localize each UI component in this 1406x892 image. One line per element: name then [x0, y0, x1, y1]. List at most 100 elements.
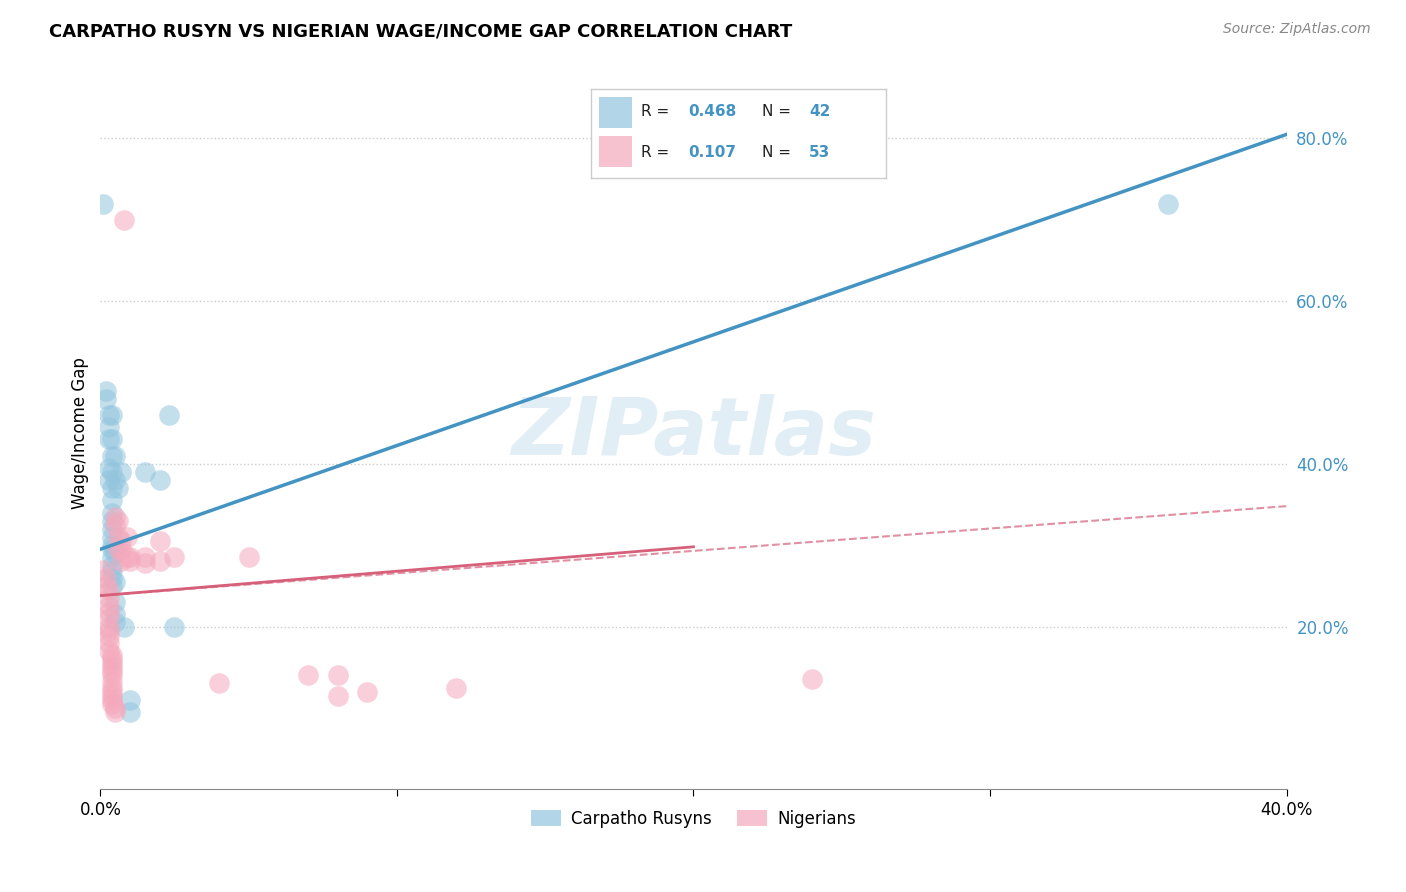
Point: [98, 605, 121, 619]
Point: [110, 542, 132, 557]
Point: [101, 660, 124, 674]
Point: [101, 648, 124, 662]
Point: [101, 652, 124, 666]
Point: [96, 579, 118, 593]
Point: [98, 611, 121, 625]
Point: [107, 481, 129, 495]
Point: [101, 433, 124, 447]
Point: [104, 607, 127, 622]
Point: [101, 665, 124, 679]
Point: [104, 595, 127, 609]
Point: [101, 571, 124, 585]
Point: [101, 514, 124, 528]
Point: [101, 579, 124, 593]
Point: [101, 564, 124, 578]
Text: N =: N =: [762, 104, 796, 120]
Point: [98, 420, 121, 434]
Point: [101, 408, 124, 422]
Point: [104, 546, 127, 560]
Point: [134, 550, 156, 565]
Point: [1157, 196, 1180, 211]
Point: [98, 629, 121, 643]
Point: [101, 542, 124, 557]
Bar: [599, 97, 631, 128]
Point: [98, 624, 121, 638]
Point: [118, 692, 141, 706]
Point: [96, 392, 118, 406]
Point: [101, 538, 124, 552]
Point: [98, 591, 121, 605]
Point: [104, 705, 127, 719]
Point: [101, 656, 124, 670]
Point: [98, 599, 121, 614]
Text: R =: R =: [641, 104, 673, 120]
Point: [91, 563, 114, 577]
Point: [112, 212, 135, 227]
Point: [101, 481, 124, 495]
Point: [101, 465, 124, 479]
Point: [149, 554, 172, 568]
Point: [208, 676, 231, 690]
Point: [149, 473, 172, 487]
Point: [238, 550, 260, 565]
Point: [101, 530, 124, 544]
Point: [101, 550, 124, 565]
Point: [101, 449, 124, 463]
Point: [801, 673, 824, 687]
Point: [118, 705, 141, 719]
Point: [157, 408, 180, 422]
Point: [98, 619, 121, 633]
Point: [112, 619, 135, 633]
Text: R =: R =: [641, 145, 673, 160]
Point: [356, 684, 378, 698]
Point: [104, 509, 127, 524]
Point: [98, 582, 121, 597]
Text: 42: 42: [808, 104, 831, 120]
Point: [98, 408, 121, 422]
Point: [104, 701, 127, 715]
Point: [101, 692, 124, 706]
Point: [101, 674, 124, 689]
Text: N =: N =: [762, 145, 796, 160]
Point: [326, 668, 349, 682]
Point: [104, 517, 127, 532]
Point: [101, 697, 124, 711]
Point: [115, 550, 138, 565]
Point: [107, 514, 129, 528]
Point: [98, 461, 121, 475]
Point: [163, 550, 186, 565]
Point: [118, 554, 141, 568]
Point: [101, 684, 124, 698]
Point: [101, 493, 124, 508]
Text: Source: ZipAtlas.com: Source: ZipAtlas.com: [1223, 22, 1371, 37]
Point: [110, 534, 132, 549]
Point: [115, 530, 138, 544]
Point: [110, 554, 132, 568]
Y-axis label: Wage/Income Gap: Wage/Income Gap: [72, 358, 89, 509]
Point: [98, 433, 121, 447]
Point: [98, 644, 121, 658]
Point: [297, 668, 319, 682]
Point: [326, 689, 349, 703]
Point: [104, 473, 127, 487]
Text: 0.107: 0.107: [688, 145, 735, 160]
Point: [163, 619, 186, 633]
Point: [101, 506, 124, 520]
Point: [107, 542, 129, 557]
Point: [96, 384, 118, 398]
Point: [101, 681, 124, 695]
Point: [101, 689, 124, 703]
Point: [96, 571, 118, 585]
Point: [98, 636, 121, 650]
Point: [444, 681, 467, 695]
Point: [134, 465, 156, 479]
Point: [107, 530, 129, 544]
Text: ZIPatlas: ZIPatlas: [510, 394, 876, 473]
Text: 0.468: 0.468: [688, 104, 737, 120]
Point: [101, 558, 124, 573]
Point: [101, 522, 124, 536]
Point: [149, 534, 172, 549]
Text: CARPATHO RUSYN VS NIGERIAN WAGE/INCOME GAP CORRELATION CHART: CARPATHO RUSYN VS NIGERIAN WAGE/INCOME G…: [49, 22, 793, 40]
Point: [104, 449, 127, 463]
Point: [91, 196, 114, 211]
